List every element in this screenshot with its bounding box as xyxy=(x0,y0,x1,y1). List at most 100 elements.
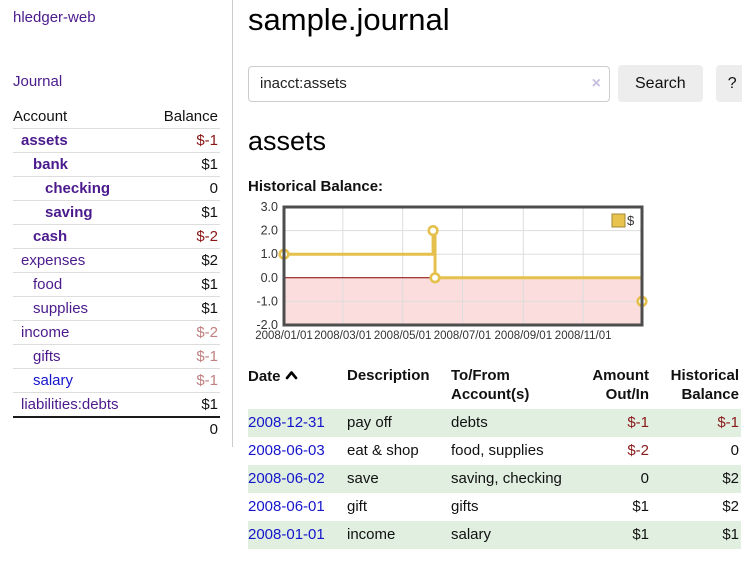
svg-text:$: $ xyxy=(627,213,635,228)
search-form: × Search ? xyxy=(248,65,742,102)
transaction-accounts: gifts xyxy=(451,498,479,515)
account-link-food[interactable]: food xyxy=(33,276,63,293)
account-balance: $-1 xyxy=(196,372,218,389)
app-layout: hledger-web Journal Account Balance asse… xyxy=(0,0,742,549)
transaction-amount: $-2 xyxy=(627,442,649,459)
svg-text:-1.0: -1.0 xyxy=(256,294,278,308)
account-balance: $-1 xyxy=(196,132,218,149)
account-row: assets $-1 xyxy=(13,128,220,153)
account-heading: assets xyxy=(248,126,327,156)
register-header-description: Description xyxy=(347,367,430,384)
account-balance: $-1 xyxy=(196,348,218,365)
account-balance: $2 xyxy=(201,252,218,269)
register-header-accounts: To/From Account(s) xyxy=(451,367,530,403)
svg-text:2008/01/01: 2008/01/01 xyxy=(255,330,313,342)
account-link-gifts[interactable]: gifts xyxy=(33,348,61,365)
account-balance: $1 xyxy=(201,396,218,413)
transaction-description: pay off xyxy=(347,414,392,431)
transaction-accounts: saving, checking xyxy=(451,470,562,487)
account-row: bank $1 xyxy=(13,152,220,177)
register-header-row: Date Description To/From Account(s) Amou… xyxy=(248,363,741,409)
account-row: food $1 xyxy=(13,272,220,297)
svg-text:0.0: 0.0 xyxy=(261,271,278,285)
help-button[interactable]: ? xyxy=(715,65,742,102)
account-link-assets[interactable]: assets xyxy=(21,132,68,149)
transaction-amount: $1 xyxy=(632,498,649,515)
account-link-saving[interactable]: saving xyxy=(45,204,93,221)
account-row: supplies $1 xyxy=(13,296,220,321)
transaction-amount: 0 xyxy=(640,470,649,487)
transaction-balance: $1 xyxy=(722,526,739,543)
account-link-checking[interactable]: checking xyxy=(45,180,111,197)
transaction-accounts: debts xyxy=(451,414,488,431)
transaction-balance: $-1 xyxy=(717,414,739,431)
transaction-date-link[interactable]: 2008-06-02 xyxy=(248,470,325,487)
search-button[interactable]: Search xyxy=(618,65,703,102)
transaction-description: save xyxy=(347,470,379,487)
svg-text:2008/03/01: 2008/03/01 xyxy=(314,330,372,342)
account-balance: $-2 xyxy=(196,324,218,341)
account-row: gifts $-1 xyxy=(13,344,220,369)
account-row: income $-2 xyxy=(13,320,220,345)
svg-text:2.0: 2.0 xyxy=(261,224,278,238)
account-row: checking 0 xyxy=(13,176,220,201)
search-input[interactable] xyxy=(248,65,610,102)
chart-label: Historical Balance: xyxy=(248,178,384,195)
accounts-header-account: Account xyxy=(13,108,68,125)
transaction-amount: $1 xyxy=(632,526,649,543)
account-link-salary[interactable]: salary xyxy=(33,372,74,389)
transaction-date-link[interactable]: 2008-12-31 xyxy=(248,414,325,431)
account-row: saving $1 xyxy=(13,200,220,225)
transaction-date-link[interactable]: 2008-01-01 xyxy=(248,526,325,543)
account-row: expenses $2 xyxy=(13,248,220,273)
register-row: 2008-12-31 pay off debts $-1 $-1 xyxy=(248,409,741,437)
transaction-description: income xyxy=(347,526,396,543)
transaction-description: gift xyxy=(347,498,368,515)
account-link-supplies[interactable]: supplies xyxy=(33,300,89,317)
accounts-table: Account Balance assets $-1 bank $1 check… xyxy=(13,105,220,441)
svg-text:2008/07/01: 2008/07/01 xyxy=(434,330,492,342)
svg-text:3.0: 3.0 xyxy=(261,202,278,214)
account-balance: $1 xyxy=(201,300,218,317)
transaction-amount: $-1 xyxy=(627,414,649,431)
account-balance: 0 xyxy=(209,180,218,197)
register-row: 2008-06-01 gift gifts $1 $2 xyxy=(248,493,741,521)
page-title: sample.journal xyxy=(248,2,450,37)
account-link-income[interactable]: income xyxy=(21,324,70,341)
transaction-balance: 0 xyxy=(730,442,739,459)
register-row: 2008-06-03 eat & shop food, supplies $-2… xyxy=(248,437,741,465)
register-row: 2008-01-01 income salary $1 $1 xyxy=(248,521,741,549)
transaction-accounts: salary xyxy=(451,526,492,543)
svg-text:-2.0: -2.0 xyxy=(256,318,278,332)
accounts-total-row: 0 xyxy=(13,417,220,441)
transaction-description: eat & shop xyxy=(347,442,419,459)
transaction-date-link[interactable]: 2008-06-01 xyxy=(248,498,325,515)
register-row: 2008-06-02 save saving, checking 0 $2 xyxy=(248,465,741,493)
svg-text:2008/05/01: 2008/05/01 xyxy=(374,330,432,342)
account-row: liabilities:debts $1 xyxy=(13,392,220,418)
account-balance: $1 xyxy=(201,156,218,173)
svg-text:2008/09/01: 2008/09/01 xyxy=(495,330,553,342)
sidebar-item-journal[interactable]: Journal xyxy=(13,73,63,90)
chart-container: $3.0 2.0 1.0 0.0 -1.0 -2.0 2008/01/01 2008/03/0… xyxy=(248,200,742,348)
register-table: Date Description To/From Account(s) Amou… xyxy=(248,363,741,549)
clear-search-icon[interactable]: × xyxy=(591,74,601,92)
transaction-date-link[interactable]: 2008-06-03 xyxy=(248,442,325,459)
sidebar: hledger-web Journal Account Balance asse… xyxy=(0,0,233,447)
account-link-bank[interactable]: bank xyxy=(33,156,69,173)
svg-text:2008/11/01: 2008/11/01 xyxy=(555,330,612,342)
account-link-expenses[interactable]: expenses xyxy=(21,252,86,269)
account-row: salary $-1 xyxy=(13,368,220,393)
account-link-liabilities-debts[interactable]: liabilities:debts xyxy=(21,396,119,413)
svg-text:1.0: 1.0 xyxy=(261,247,278,261)
accounts-header-balance: Balance xyxy=(163,108,218,125)
sort-ascending-icon xyxy=(285,366,298,385)
account-balance: $1 xyxy=(201,276,218,293)
accounts-total: 0 xyxy=(209,421,218,438)
register-header-balance: Historical Balance xyxy=(670,367,739,403)
main-content: sample.journal × Search ? assets Histori… xyxy=(233,0,742,549)
account-balance: $1 xyxy=(201,204,218,221)
app-title-link[interactable]: hledger-web xyxy=(13,9,96,26)
account-link-cash[interactable]: cash xyxy=(33,228,68,245)
transaction-accounts: food, supplies xyxy=(451,442,544,459)
